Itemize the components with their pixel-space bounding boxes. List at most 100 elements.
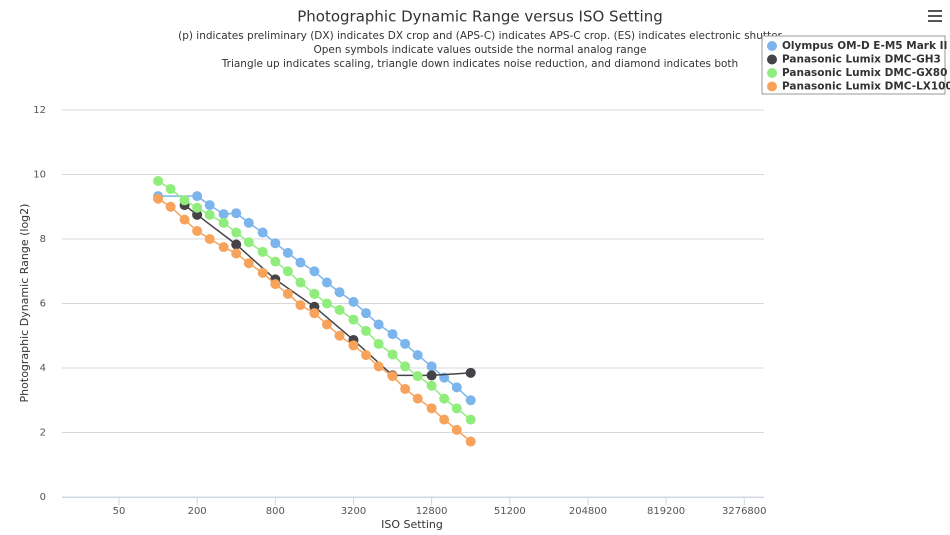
data-point [361,350,372,361]
x-axis-title: ISO Setting [381,518,443,531]
data-point [165,184,176,195]
data-point [334,304,345,315]
y-tick-label: 0 [40,492,46,503]
data-point [192,191,203,202]
data-point [361,308,372,319]
data-point [282,247,293,258]
menu-bar [928,10,942,12]
menu-bar [928,15,942,17]
data-point [451,424,462,435]
x-tick-label: 819200 [647,506,685,517]
data-point [439,393,450,404]
series-line [157,180,472,421]
data-point [412,393,423,404]
y-axis-title: Photographic Dynamic Range (log2) [18,204,31,403]
series [153,193,476,447]
data-point [192,202,203,213]
data-point [309,266,320,277]
data-point [295,277,306,288]
data-point [361,325,372,336]
data-point [426,403,437,414]
data-point [426,370,437,381]
data-point [165,201,176,212]
data-point [412,350,423,361]
data-point [309,308,320,319]
data-point [270,238,281,249]
data-point [243,217,254,228]
x-tick-label: 51200 [494,506,526,517]
data-point [465,367,476,378]
data-point [179,195,190,206]
legend-label: Panasonic Lumix DMC-LX100 [782,81,950,93]
chart-subtitle: Open symbols indicate values outside the… [313,44,646,56]
data-point [295,300,306,311]
data-point [231,208,242,219]
data-point [231,239,242,250]
x-tick-label: 800 [266,506,285,517]
data-point [295,257,306,268]
data-point [451,403,462,414]
data-point [465,395,476,406]
chart-title: Photographic Dynamic Range versus ISO Se… [297,8,663,26]
legend-marker [767,54,777,65]
legend-label: Panasonic Lumix DMC-GH3 [782,54,941,66]
x-tick-label: 3276800 [722,506,767,517]
data-point [373,319,384,330]
data-point [231,227,242,238]
data-point [218,209,229,220]
chart-subtitle: Triangle up indicates scaling, triangle … [221,58,738,70]
legend-marker [767,41,777,51]
data-point [270,256,281,267]
data-point [321,277,332,288]
data-point [309,288,320,299]
data-point [282,288,293,299]
data-point [334,287,345,298]
series-line [157,198,472,443]
legend-label: Olympus OM-D E-M5 Mark II [782,40,947,52]
data-point [465,436,476,447]
data-point [465,414,476,425]
legend-marker [767,68,777,78]
data-point [257,246,268,257]
data-point [387,349,398,360]
legend-box [761,35,946,95]
data-point [218,217,229,228]
data-point [321,319,332,330]
data-point [243,237,254,248]
data-point [257,227,268,238]
legend-marker [767,81,777,92]
data-point [192,225,203,236]
data-point [400,361,411,372]
x-tick-label: 50 [113,506,126,517]
data-point [348,314,359,325]
data-point [334,330,345,341]
data-point [426,361,437,372]
data-point [387,329,398,340]
data-point [387,371,398,382]
data-point [451,382,462,393]
y-tick-label: 10 [33,170,46,181]
data-point [321,298,332,309]
series-line [184,204,471,377]
data-point [192,209,203,220]
data-point [204,209,215,220]
data-point [204,200,215,211]
data-point [400,338,411,349]
menu-button[interactable] [928,10,942,22]
x-tick-label: 200 [188,506,207,517]
data-point [373,361,384,372]
menu-bar [928,20,942,22]
data-point [348,296,359,307]
x-tick-label: 3200 [341,506,366,517]
data-point [257,267,268,278]
data-point [426,380,437,391]
data-point [373,338,384,349]
y-tick-label: 12 [33,105,46,116]
data-point [153,193,164,204]
data-point [412,371,423,382]
data-point [179,214,190,225]
data-point [270,279,281,290]
data-point [204,234,215,244]
chart-subtitle: (p) indicates preliminary (DX) indicates… [178,30,782,42]
